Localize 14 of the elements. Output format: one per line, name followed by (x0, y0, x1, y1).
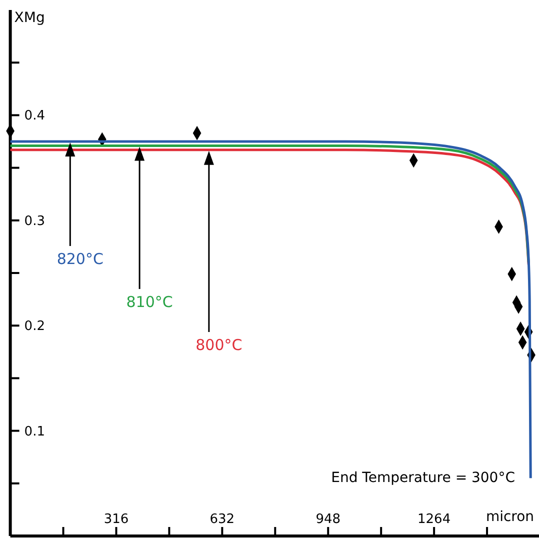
y-tick-label: 0.1 (24, 424, 45, 440)
x-tick-label: 948 (316, 512, 341, 527)
y-tick-label: 0.4 (24, 108, 45, 124)
x-tick-label: 632 (210, 512, 235, 527)
x-tick-label: 316 (104, 512, 129, 527)
text: 820°C (56, 250, 104, 268)
x-axis-title: micron (486, 509, 534, 525)
text: 800°C (196, 336, 242, 354)
y-axis-title: XMg (14, 10, 45, 26)
x-tick-label: 1264 (418, 512, 451, 527)
y-tick-label: 0.2 (24, 319, 45, 334)
y-tick-label: 0.3 (24, 214, 45, 229)
annotation: End Temperature = 300°C (331, 470, 516, 486)
text: 810°C (126, 293, 173, 311)
